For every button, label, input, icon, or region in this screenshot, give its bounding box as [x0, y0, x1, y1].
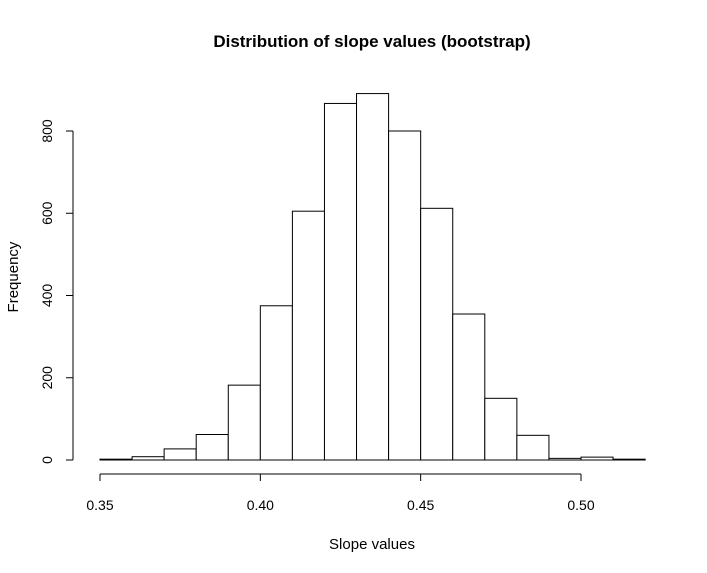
- histogram-bar-0: [99, 458, 133, 461]
- histogram-bar-6: [291, 210, 325, 461]
- histogram-bar-5: [259, 305, 293, 461]
- y-tick-label-4: 800: [39, 119, 55, 143]
- x-axis-label: Slope values: [329, 536, 415, 553]
- y-tick-label-1: 200: [39, 366, 55, 390]
- histogram-bar-8: [356, 93, 390, 461]
- y-tick-label-0: 0: [39, 456, 55, 464]
- x-tick-label-2: 0.45: [407, 497, 434, 513]
- histogram-bar-3: [195, 434, 229, 461]
- histogram-bar-10: [420, 207, 454, 461]
- bars-group: [99, 93, 646, 461]
- chart-title: Distribution of slope values (bootstrap): [213, 32, 530, 51]
- histogram-bar-2: [163, 448, 197, 461]
- x-tick-label-1: 0.40: [247, 497, 274, 513]
- histogram-bar-11: [452, 313, 486, 461]
- histogram-bar-16: [612, 458, 646, 461]
- histogram-bar-14: [548, 457, 582, 461]
- y-tick-label-2: 400: [39, 284, 55, 308]
- x-tick-label-0: 0.35: [86, 497, 113, 513]
- y-tick-label-3: 600: [39, 201, 55, 225]
- histogram-bar-9: [388, 130, 422, 461]
- x-axis: 0.35 0.40 0.45 0.50: [86, 473, 595, 513]
- histogram-bar-4: [227, 384, 261, 461]
- histogram-bar-1: [131, 456, 165, 461]
- x-tick-label-3: 0.50: [567, 497, 594, 513]
- histogram-bar-12: [484, 397, 518, 461]
- histogram-bar-13: [516, 434, 550, 461]
- histogram-bar-15: [580, 456, 614, 461]
- y-axis-label: Frequency: [5, 241, 22, 312]
- histogram-bar-7: [323, 102, 358, 461]
- y-axis: 0 200 400 600 800: [39, 119, 74, 464]
